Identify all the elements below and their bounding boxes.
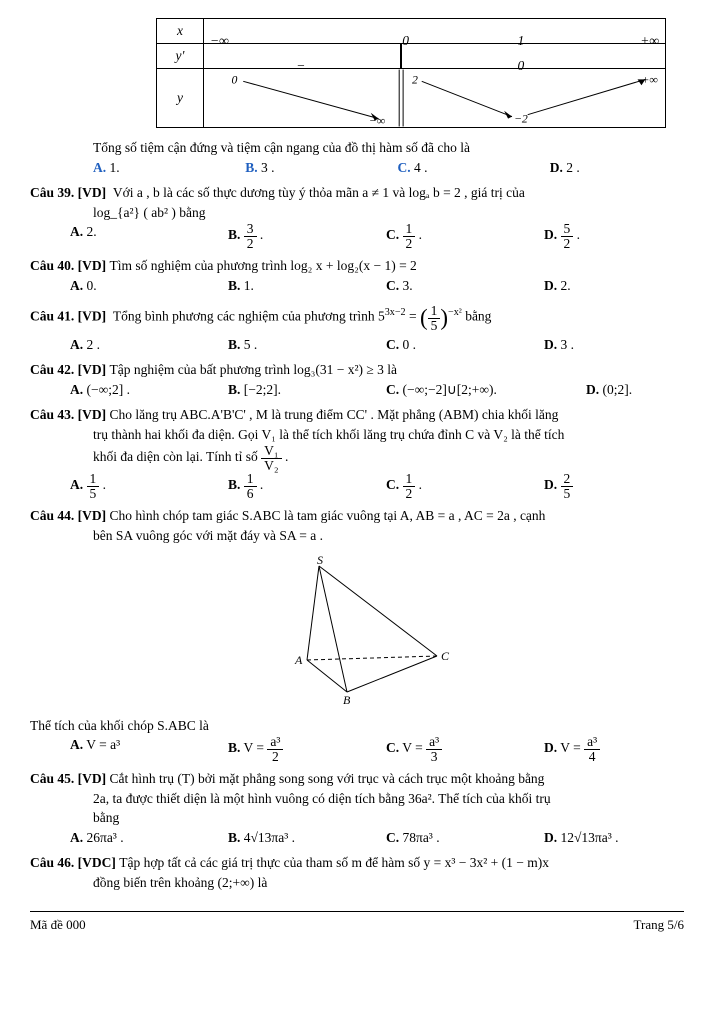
q44-figure: S A B C (30, 556, 684, 706)
q43: Câu 43. [VD] Cho lăng trụ ABC.A'B'C' , M… (30, 405, 684, 425)
q43-b3: khối đa diện còn lại. Tính tỉ số V₁V₂ . (93, 444, 684, 472)
svg-text:−∞: −∞ (369, 114, 385, 127)
row-yprime-values: − 0 (204, 44, 666, 69)
q39-body2: log_{a²} ( ab² ) bằng (93, 203, 684, 223)
svg-text:+∞: +∞ (641, 73, 657, 86)
row-x-label: x (157, 19, 204, 44)
row-yprime-label: y' (157, 44, 204, 69)
q45-b3: bằng (93, 808, 684, 828)
q44-b2: bên SA vuông góc với mặt đáy và SA = a . (93, 526, 684, 546)
q42: Câu 42. [VD] Tập nghiệm của bất phương t… (30, 360, 684, 380)
footer-right: Trang 5/6 (634, 916, 684, 935)
q40-options: A. 0. B. 1. C. 3. D. 2. (70, 276, 684, 296)
q44-b3: Thể tích của khối chóp S.ABC là (30, 716, 684, 736)
q39-body: Với a , b là các số thực dương tùy ý thỏ… (113, 185, 525, 200)
q40: Câu 40. [VD] Tìm số nghiệm của phương tr… (30, 256, 684, 276)
footer-left: Mã đề 000 (30, 916, 86, 935)
q43-options: A. 15 . B. 16 . C. 12 . D. 25 (70, 472, 684, 500)
q43-b2: trụ thành hai khối đa diện. Gọi V₁ là th… (93, 425, 684, 445)
svg-text:−2: −2 (514, 113, 528, 126)
q45: Câu 45. [VD] Cắt hình trụ (T) bởi mặt ph… (30, 769, 684, 789)
row-y-label: y (157, 69, 204, 128)
q38-prompt: Tổng số tiệm cận đứng và tiệm cận ngang … (93, 138, 684, 158)
q46: Câu 46. [VDC] Tập hợp tất cả các giá trị… (30, 853, 684, 873)
q38-options: A. 1. B. 3 . C. 4 . D. 2 . (93, 158, 684, 178)
q39: Câu 39. [VD] Với a , b là các số thực dư… (30, 183, 684, 203)
q45-options: A. 26πa³ . B. 4√13πa³ . C. 78πa³ . D. 12… (70, 828, 684, 848)
q44: Câu 44. [VD] Cho hình chóp tam giác S.AB… (30, 506, 684, 526)
row-y-graph: 0 −∞ 2 −2 +∞ (204, 69, 666, 128)
page-footer: Mã đề 000 Trang 5/6 (30, 911, 684, 935)
q45-b2: 2a, ta được thiết diện là một hình vuông… (93, 789, 684, 809)
q46-b2: đồng biến trên khoảng (2;+∞) là (93, 873, 684, 893)
q41-options: A. 2 . B. 5 . C. 0 . D. 3 . (70, 335, 684, 355)
svg-text:S: S (317, 556, 323, 567)
row-x-values: −∞ 0 1 +∞ (204, 19, 666, 44)
svg-text:C: C (441, 649, 450, 663)
svg-text:2: 2 (412, 73, 418, 86)
q39-options: A. 2. B. 32 . C. 12 . D. 52 . (70, 222, 684, 250)
variation-table: x −∞ 0 1 +∞ y' − 0 y 0 −∞ 2 (156, 18, 666, 128)
q42-options: A. (−∞;2] . B. [−2;2]. C. (−∞;−2]∪[2;+∞)… (70, 380, 684, 400)
q44-options: A. V = a³ B. V = a³2 C. V = a³3 D. V = a… (70, 735, 684, 763)
svg-text:0: 0 (231, 73, 237, 86)
svg-text:A: A (294, 653, 303, 667)
svg-text:B: B (343, 693, 351, 706)
q41: Câu 41. [VD] Tổng bình phương các nghiệm… (30, 301, 684, 334)
